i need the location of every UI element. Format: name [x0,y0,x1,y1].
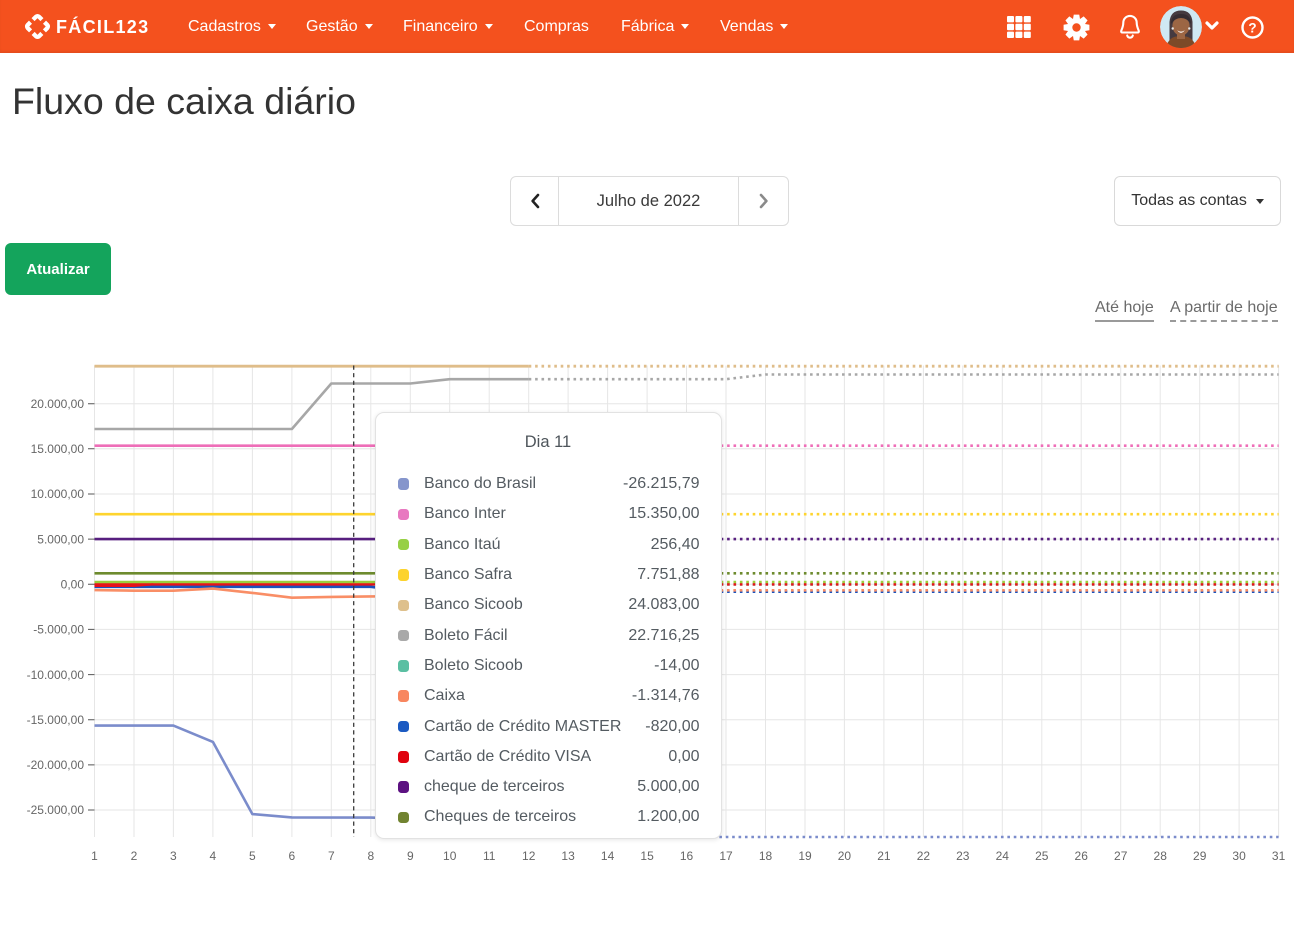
svg-text:19: 19 [798,849,812,863]
svg-text:27: 27 [1114,849,1128,863]
svg-text:-25.000,00: -25.000,00 [27,803,85,817]
svg-text:12: 12 [522,849,536,863]
svg-text:5.000,00: 5.000,00 [37,532,84,546]
svg-text:2: 2 [131,849,138,863]
svg-text:0,00: 0,00 [61,578,85,592]
svg-text:14: 14 [601,849,615,863]
svg-text:9: 9 [407,849,414,863]
svg-text:17: 17 [719,849,733,863]
svg-text:-20.000,00: -20.000,00 [27,758,85,772]
svg-text:18: 18 [759,849,773,863]
svg-text:3: 3 [170,849,177,863]
svg-text:10: 10 [443,849,457,863]
svg-text:31: 31 [1272,849,1286,863]
svg-text:6: 6 [289,849,296,863]
svg-text:24: 24 [996,849,1010,863]
svg-text:20: 20 [838,849,852,863]
svg-text:25: 25 [1035,849,1049,863]
svg-text:15.000,00: 15.000,00 [31,442,85,456]
svg-text:13: 13 [561,849,575,863]
svg-text:?: ? [1248,20,1256,35]
svg-text:5: 5 [249,849,256,863]
svg-text:22: 22 [917,849,931,863]
svg-text:-15.000,00: -15.000,00 [27,713,85,727]
svg-text:4: 4 [210,849,217,863]
svg-text:20.000,00: 20.000,00 [31,397,85,411]
svg-text:28: 28 [1154,849,1168,863]
svg-text:26: 26 [1075,849,1089,863]
svg-text:29: 29 [1193,849,1207,863]
svg-text:10.000,00: 10.000,00 [31,487,85,501]
svg-text:16: 16 [680,849,694,863]
svg-text:-5.000,00: -5.000,00 [33,623,84,637]
svg-text:-10.000,00: -10.000,00 [27,668,85,682]
svg-text:11: 11 [483,849,496,863]
svg-text:7: 7 [328,849,335,863]
svg-text:15: 15 [640,849,654,863]
svg-text:21: 21 [877,849,891,863]
svg-text:8: 8 [367,849,374,863]
svg-text:23: 23 [956,849,970,863]
svg-text:1: 1 [91,849,98,863]
svg-text:30: 30 [1232,849,1246,863]
